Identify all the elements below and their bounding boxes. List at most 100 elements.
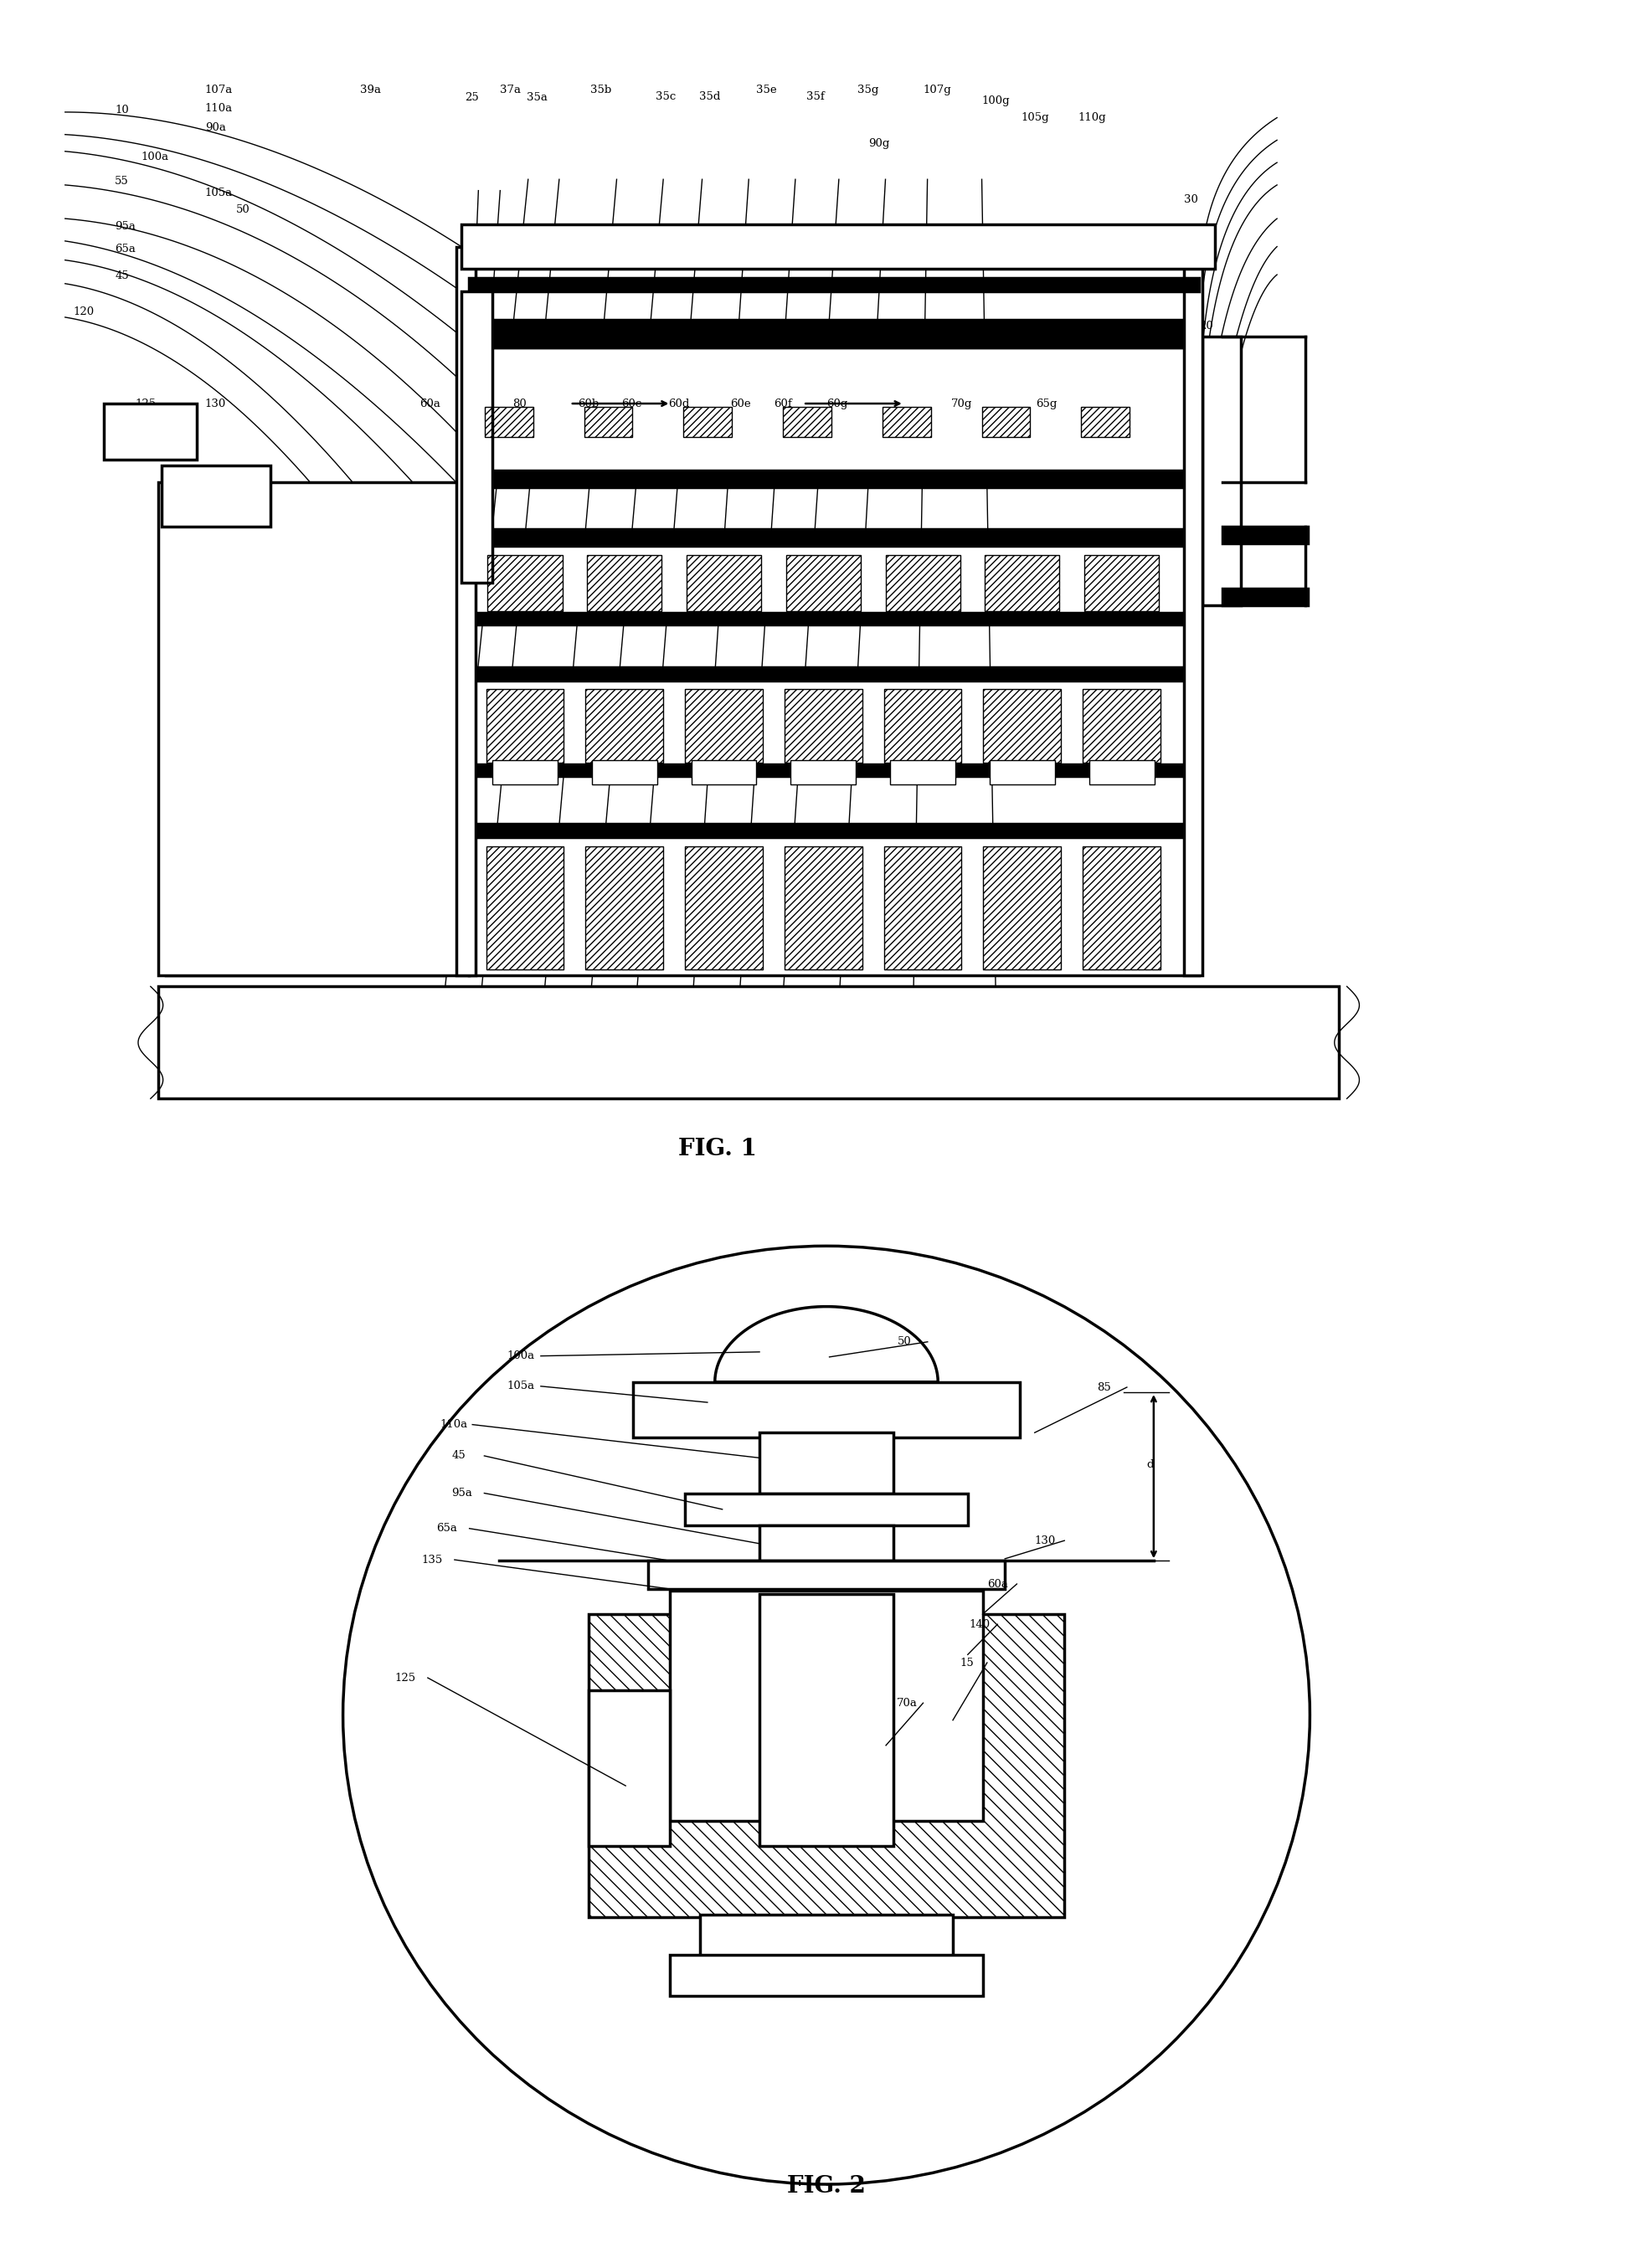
Text: 110a: 110a xyxy=(205,103,233,114)
Text: 85: 85 xyxy=(1183,224,1198,235)
Text: 125: 125 xyxy=(395,1673,416,1684)
Text: 90a: 90a xyxy=(205,123,226,132)
Text: 35a: 35a xyxy=(527,92,547,103)
Bar xyxy=(1080,406,1128,437)
Text: 107g: 107g xyxy=(922,85,950,94)
Text: 100a: 100a xyxy=(140,152,169,161)
Bar xyxy=(786,554,861,610)
Bar xyxy=(1089,760,1153,785)
Bar xyxy=(486,845,563,969)
Bar xyxy=(585,688,662,762)
Bar xyxy=(469,545,1199,617)
Text: 60g: 60g xyxy=(826,399,847,408)
Text: 50: 50 xyxy=(897,1336,912,1347)
Bar xyxy=(758,1525,892,1565)
Bar xyxy=(586,554,661,610)
Bar xyxy=(633,1381,1019,1437)
Text: 15: 15 xyxy=(1183,298,1198,309)
Bar xyxy=(469,529,1199,543)
Bar xyxy=(885,554,960,610)
Text: 100a: 100a xyxy=(506,1350,534,1361)
Text: 45: 45 xyxy=(114,271,129,280)
Text: 140: 140 xyxy=(968,1619,990,1630)
Text: 37a: 37a xyxy=(501,85,520,94)
Bar xyxy=(758,1433,892,1493)
Text: 105g: 105g xyxy=(1021,112,1049,123)
Text: 65a: 65a xyxy=(114,244,135,253)
Bar xyxy=(758,1594,892,1847)
Text: 95g: 95g xyxy=(1165,249,1186,260)
Bar xyxy=(162,464,269,527)
Bar xyxy=(783,406,831,437)
Bar xyxy=(633,1381,1019,1437)
Bar xyxy=(648,1560,1004,1590)
Bar xyxy=(165,493,446,975)
Bar xyxy=(882,406,930,437)
Text: 105a: 105a xyxy=(205,188,233,197)
Text: 60a: 60a xyxy=(420,399,439,408)
Text: 10: 10 xyxy=(114,105,129,114)
Text: 60c: 60c xyxy=(621,399,641,408)
Bar xyxy=(469,473,1199,489)
Bar xyxy=(758,1433,892,1493)
Bar xyxy=(487,554,562,610)
Text: 110a: 110a xyxy=(439,1419,468,1430)
Bar xyxy=(671,1592,981,1821)
Ellipse shape xyxy=(344,1247,1310,2184)
Text: 70a: 70a xyxy=(469,399,489,408)
Bar xyxy=(591,760,657,785)
Bar xyxy=(1201,336,1241,605)
Bar xyxy=(671,1592,981,1821)
Text: 20: 20 xyxy=(1199,321,1213,332)
Bar xyxy=(162,464,269,527)
Bar xyxy=(699,1915,952,1957)
Text: 85: 85 xyxy=(1097,1381,1110,1392)
Bar xyxy=(469,765,1199,776)
Bar xyxy=(486,688,563,762)
Text: 95a: 95a xyxy=(114,222,135,231)
Text: 35d: 35d xyxy=(699,92,720,101)
Text: 65g: 65g xyxy=(1036,399,1057,408)
Bar xyxy=(159,482,469,975)
Bar xyxy=(104,404,197,460)
Bar xyxy=(1082,845,1160,969)
Text: 35e: 35e xyxy=(757,85,776,94)
Bar xyxy=(461,224,1214,269)
Bar xyxy=(469,679,1199,767)
Text: 80: 80 xyxy=(512,399,527,408)
Bar xyxy=(585,845,662,969)
Text: 35b: 35b xyxy=(590,85,611,94)
Text: 60d: 60d xyxy=(667,399,689,408)
Text: 95a: 95a xyxy=(451,1489,472,1498)
Text: 100g: 100g xyxy=(981,96,1009,105)
Bar xyxy=(699,1915,952,1957)
Bar xyxy=(469,666,1199,677)
Bar xyxy=(684,688,762,762)
Polygon shape xyxy=(714,1307,938,1381)
Text: 125: 125 xyxy=(135,399,155,408)
Bar xyxy=(686,554,762,610)
Text: 107a: 107a xyxy=(205,85,233,94)
Bar xyxy=(985,554,1059,610)
Bar xyxy=(785,688,862,762)
Bar xyxy=(159,482,469,975)
Bar xyxy=(648,1560,1004,1590)
Bar xyxy=(1084,554,1158,610)
Bar xyxy=(758,1594,892,1847)
Text: 30: 30 xyxy=(1183,195,1198,204)
Bar xyxy=(884,688,961,762)
Bar xyxy=(461,291,492,583)
Bar xyxy=(588,1690,671,1847)
Text: 60f: 60f xyxy=(773,399,791,408)
Text: 39a: 39a xyxy=(360,85,382,94)
Bar xyxy=(469,321,1199,348)
Bar xyxy=(1222,587,1307,605)
Text: d: d xyxy=(1146,1460,1153,1471)
Text: 105a: 105a xyxy=(506,1381,534,1392)
Bar xyxy=(469,348,1199,471)
Bar xyxy=(461,224,1214,269)
Bar xyxy=(104,404,197,460)
Bar xyxy=(785,845,862,969)
Text: 35f: 35f xyxy=(806,92,824,101)
Text: 120: 120 xyxy=(73,307,94,316)
